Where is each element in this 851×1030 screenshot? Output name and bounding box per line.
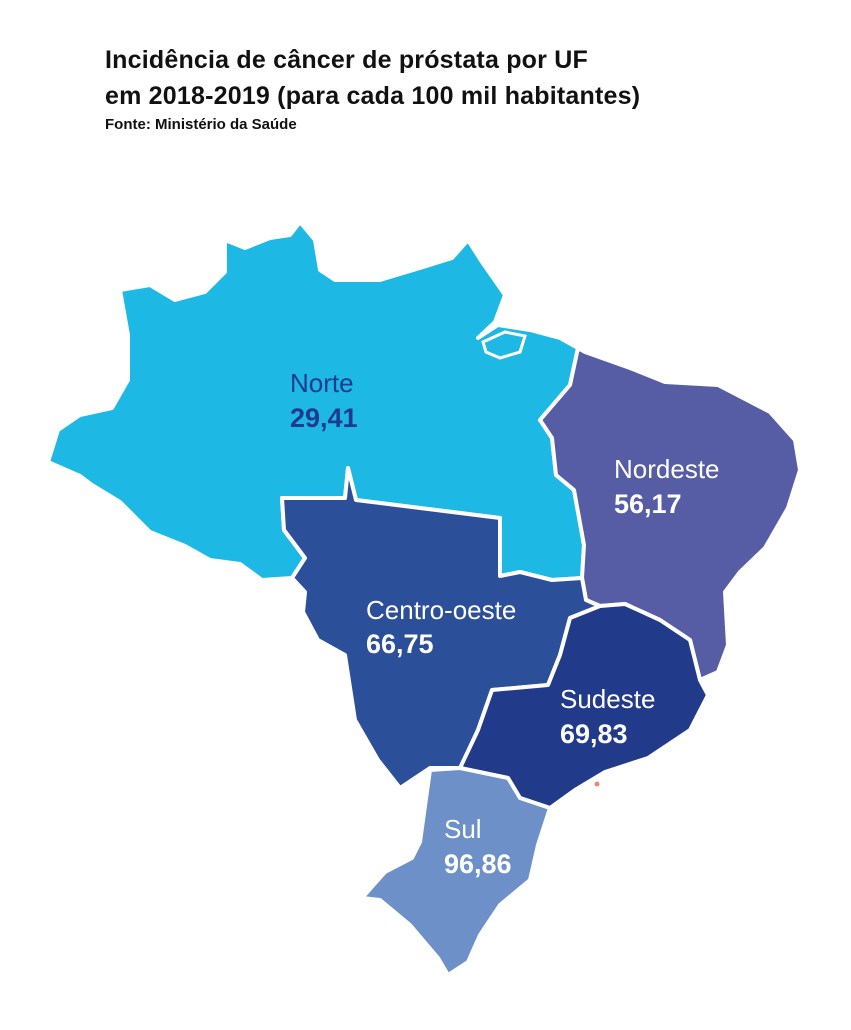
- map-title: Incidência de câncer de próstata por UF …: [105, 42, 825, 114]
- marajo-island: [481, 330, 527, 360]
- region-value-sul: 96,86: [444, 849, 512, 879]
- region-name-norte: Norte: [290, 368, 354, 398]
- label-nordeste: Nordeste 56,17: [614, 454, 720, 519]
- region-name-sul: Sul: [444, 814, 482, 844]
- region-value-sudeste: 69,83: [560, 719, 628, 749]
- label-norte: Norte 29,41: [290, 368, 358, 433]
- label-centro-oeste: Centro-oeste 66,75: [366, 595, 516, 659]
- title-line-1: Incidência de câncer de próstata por UF: [105, 46, 588, 74]
- region-name-nordeste: Nordeste: [614, 454, 720, 484]
- region-value-nordeste: 56,17: [614, 489, 682, 519]
- region-value-centro-oeste: 66,75: [366, 629, 434, 659]
- region-sudeste[interactable]: [458, 602, 710, 810]
- source-note: Fonte: Ministério da Saúde: [105, 116, 297, 133]
- title-line-2: em 2018-2019 (para cada 100 mil habitant…: [105, 82, 641, 110]
- label-sul: Sul 96,86: [444, 814, 512, 879]
- region-sul[interactable]: [360, 766, 552, 977]
- region-name-sudeste: Sudeste: [560, 684, 655, 714]
- region-value-norte: 29,41: [290, 403, 358, 433]
- map-header: Incidência de câncer de próstata por UF …: [105, 42, 825, 133]
- label-sudeste: Sudeste 69,83: [560, 684, 655, 749]
- coast-dot: [594, 781, 600, 787]
- region-name-centro-oeste: Centro-oeste: [366, 595, 516, 625]
